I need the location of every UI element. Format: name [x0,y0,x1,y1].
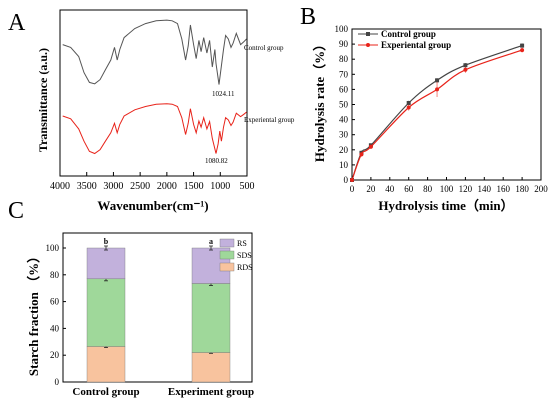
panel-b-x-tick-label: 80 [423,184,433,194]
panel-b-experimental-point [520,48,525,53]
panel-a-letter: A [8,10,26,36]
panel-a-xlabel: Wavenumber(cm⁻¹) [97,198,208,213]
panel-b-y-tick-label: 30 [339,130,349,140]
panel-c-y-tick-label: 80 [50,270,60,280]
panel-b-xlabel: Hydrolysis time（min） [378,198,513,213]
panel-b-control-point [406,100,411,105]
panel-c-y-tick-label: 40 [50,323,60,333]
panel-c-legend-label: RS [237,239,247,248]
panel-a-x-tick-label: 2500 [130,181,150,192]
panel-b-experimental-point [435,87,440,92]
panel-a-x-tick-label: 1000 [210,181,230,192]
panel-c-legend-swatch [219,238,235,248]
panel-b-experimental-point [359,152,364,157]
panel-b-y-tick-label: 60 [339,84,349,94]
panel-a-control-legend: Control group [244,44,284,52]
panel-b-legend: Control group Experiental group [358,29,451,50]
panel-b-ylabel: Hydrolysis rate（%） [312,38,327,162]
panel-c-letter: C [8,198,24,224]
panel-b-y-tick-label: 0 [344,175,349,185]
panel-a-x-tick-label: 1500 [184,181,204,192]
panel-b-series [350,43,525,182]
panel-c-y-tick-label: 0 [55,377,60,387]
panel-c-x-tick-label: Control group [72,386,139,398]
panel-b-control-point [463,63,468,68]
panel-c-legend: RS SDS RDS [219,238,253,272]
panel-b-ticks: 0 20 40 60 80 100 120 140 160 180 200 0 10 20 30 40 50 60… [335,24,549,194]
panel-a-experimental-legend: Experiental group [244,116,295,124]
panel-a-control-spectrum [62,19,247,85]
panel-b-x-tick-label: 0 [350,184,355,194]
panel-c-y-tick-label: 60 [50,297,60,307]
panel-a-x-tick-label: 2000 [157,181,177,192]
panel-c-bars: aabbaa [86,237,231,383]
panel-b-y-tick-label: 40 [339,115,349,125]
panel-c-legend-label: SDS [237,251,252,260]
panel-c-significance-letter: a [209,237,213,246]
panel-b-x-tick-label: 120 [459,184,473,194]
panel-c-legend-swatch [219,262,235,272]
panel-c-bar-sds [86,278,126,347]
panel-b-plot-frame [351,28,542,181]
panel-b-experimental-point [350,178,354,182]
panel-b-experimental-point [406,105,411,110]
panel-b-x-tick-label: 140 [478,184,492,194]
panel-c: C Starch fraction （%） 0 20 40 60 80 100 Contro… [8,198,254,398]
panel-a-ylabel: Transmittance (a.u.) [36,48,50,152]
panel-b-y-tick-label: 90 [339,39,349,49]
panel-a-x-tick-label: 4000 [50,181,70,192]
panel-c-bar-rds [86,346,126,383]
panel-a-experimental-peak-label: 1080.82 [205,157,228,165]
panel-a-x-tick-label: 500 [240,181,255,192]
panel-b-y-tick-label: 20 [339,145,349,155]
panel-b-experimental-point [368,144,373,149]
panel-a-experimental-spectrum [62,103,247,155]
panel-b-control-line [351,45,523,181]
panel-c-plot-frame [62,232,253,383]
panel-a-control-peak-label: 1024.11 [212,90,235,98]
panel-c-significance-letter: b [104,237,109,246]
panel-b-letter: B [300,4,316,30]
panel-c-y-tick-label: 20 [50,350,60,360]
panel-c-bar-rds [191,352,231,383]
panel-b-x-tick-label: 60 [404,184,414,194]
panel-b-legend-control-marker [366,32,370,36]
panel-b-y-tick-label: 50 [339,100,349,110]
panel-b-legend-experimental: Experiental group [381,40,451,50]
panel-b-control-point [435,78,440,83]
panel-a: A Transmittance (a.u.) 4000 3500 3000 2500 2… [8,9,295,213]
panel-b-x-tick-label: 40 [385,184,395,194]
panel-c-legend-swatch [219,250,235,260]
panel-b-x-tick-label: 160 [496,184,510,194]
panel-b-experimental-point [463,67,468,72]
panel-a-x-tick-label: 3000 [103,181,123,192]
panel-a-x-ticks: 4000 3500 3000 2500 2000 1500 1000 500 [50,172,255,192]
panel-a-x-tick-label: 3500 [77,181,97,192]
panel-b-x-tick-label: 100 [440,184,454,194]
panel-b: B Hydrolysis rate（%） 0 20 40 60 80 100 120 140 1… [300,4,548,213]
panel-c-ylabel: Starch fraction （%） [26,250,41,376]
panel-c-legend-label: RDS [237,263,253,272]
panel-c-bar-rs [86,247,126,280]
panel-c-x-tick-label: Experiment group [168,386,254,398]
panel-b-y-tick-label: 100 [335,24,349,34]
panel-b-experimental-line [351,49,523,181]
panel-b-x-tick-label: 180 [515,184,529,194]
panel-c-y-tick-label: 100 [46,243,60,253]
panel-b-y-tick-label: 80 [339,54,349,64]
panel-b-x-tick-label: 200 [534,184,548,194]
panel-c-bar-sds [191,283,231,353]
panel-b-legend-control: Control group [381,29,436,39]
panel-b-legend-experimental-marker [366,43,370,47]
panel-c-ticks: 0 20 40 60 80 100 Control group Experiment grou… [46,243,255,398]
panel-a-plot-frame [59,9,248,177]
panel-b-y-tick-label: 10 [339,160,349,170]
panel-b-x-tick-label: 20 [366,184,376,194]
panel-b-y-tick-label: 70 [339,69,349,79]
panel-b-control-point [520,43,525,48]
